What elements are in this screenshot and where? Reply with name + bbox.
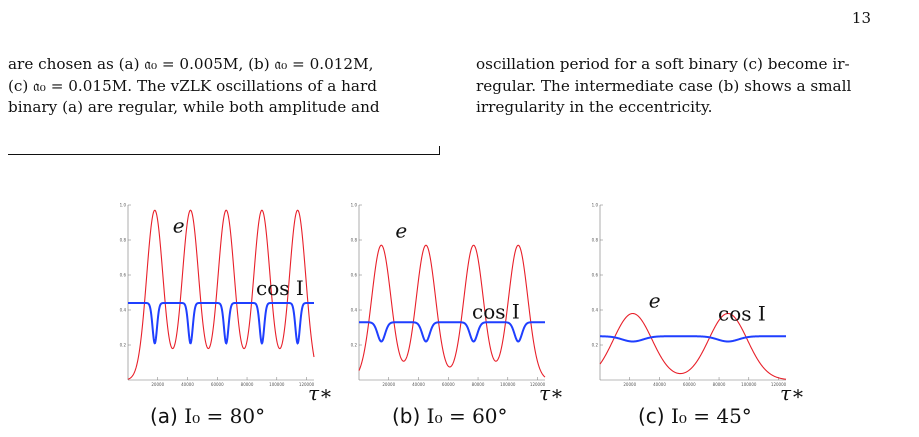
caption-math: I₀ = 60° [426, 404, 508, 428]
x-tick-label: 80000 [713, 382, 726, 387]
caption-a: (a) I₀ = 80° [150, 404, 265, 428]
y-tick-label: 1.0 [120, 203, 127, 208]
cosI-series-label: cos I [472, 299, 520, 323]
figure-panel-a: 0.2 0.4 0.6 0.8 1.0 20000 40000 60000 80000 10000… [118, 200, 333, 406]
e-series-line [599, 312, 787, 380]
cosI-series-line [359, 321, 545, 343]
y-tick-label: 0.6 [120, 273, 127, 278]
caption-math: I₀ = 45° [670, 404, 752, 428]
x-tick-label: 100000 [741, 382, 757, 387]
y-tick-label: 1.0 [592, 203, 599, 208]
y-tick-label: 0.8 [120, 238, 127, 243]
e-series-line [127, 209, 315, 380]
x-tick-label: 100000 [269, 382, 285, 387]
text-line: regular. The intermediate case (b) shows… [476, 76, 852, 95]
text-line: binary (a) are regular, while both ampli… [8, 98, 380, 116]
x-tick-label: 60000 [683, 382, 696, 387]
text-line: are chosen as (a) 𝔞₀ = 0.005M, (b) 𝔞₀ = … [8, 55, 374, 73]
caption-prefix: (c) [638, 404, 665, 428]
x-tick-label: 60000 [211, 382, 224, 387]
x-tick-label: 120000 [299, 382, 315, 387]
chart-c: 0.2 0.4 0.6 0.8 1.0 20000 40000 60000 80000 10000… [592, 203, 805, 406]
e-series-label: e [173, 213, 185, 237]
x-axis-label: τ∗ [780, 381, 805, 405]
x-tick-label: 40000 [181, 382, 194, 387]
caption-b: (b) I₀ = 60° [392, 404, 508, 428]
cosI-series-line [600, 335, 786, 343]
chart-a: 0.2 0.4 0.6 0.8 1.0 20000 40000 60000 80000 10000… [120, 203, 333, 406]
section-rule-tick [439, 146, 440, 155]
x-tick-label: 40000 [653, 382, 666, 387]
x-tick-label: 60000 [442, 382, 455, 387]
x-tick-label: 20000 [151, 382, 164, 387]
x-tick-label: 120000 [771, 382, 787, 387]
y-tick-label: 0.2 [592, 343, 599, 348]
x-tick-label: 20000 [623, 382, 636, 387]
y-tick-label: 0.2 [120, 343, 127, 348]
y-tick-label: 0.8 [351, 238, 358, 243]
text-line: (c) 𝔞₀ = 0.015M. The vZLK oscillations o… [8, 76, 377, 95]
y-tick-label: 0.6 [351, 273, 358, 278]
cosI-series-label: cos I [256, 276, 304, 300]
caption-math: I₀ = 80° [184, 404, 266, 428]
x-tick-label: 80000 [472, 382, 485, 387]
page-number: 13 [851, 9, 871, 27]
text-line: irregularity in the eccentricity. [476, 98, 713, 116]
y-tick-label: 0.8 [592, 238, 599, 243]
x-tick-label: 20000 [382, 382, 395, 387]
x-tick-label: 120000 [530, 382, 546, 387]
e-series-line [358, 244, 546, 378]
figure-panel-c: 0.2 0.4 0.6 0.8 1.0 20000 40000 60000 80000 10000… [590, 200, 805, 406]
right-column-text: oscillation period for a soft binary (c)… [476, 54, 911, 119]
y-tick-label: 0.6 [592, 273, 599, 278]
left-column-text: are chosen as (a) 𝔞₀ = 0.005M, (b) 𝔞₀ = … [8, 54, 440, 119]
caption-prefix: (b) [392, 404, 421, 428]
chart-b: 0.2 0.4 0.6 0.8 1.0 20000 40000 60000 80000 10000… [351, 203, 564, 406]
x-tick-label: 80000 [241, 382, 254, 387]
x-tick-label: 40000 [412, 382, 425, 387]
text-line: oscillation period for a soft binary (c)… [476, 55, 850, 73]
caption-prefix: (a) [150, 404, 178, 428]
e-series-label: e [649, 289, 661, 313]
x-tick-label: 100000 [500, 382, 516, 387]
cosI-series-label: cos I [718, 301, 766, 325]
e-series-label: e [395, 218, 407, 242]
cosI-series-line [128, 302, 314, 345]
y-tick-label: 0.4 [120, 308, 127, 313]
y-tick-label: 0.2 [351, 343, 358, 348]
x-axis-label: τ∗ [308, 381, 333, 405]
y-tick-label: 1.0 [351, 203, 358, 208]
figure-panel-b: 0.2 0.4 0.6 0.8 1.0 20000 40000 60000 80000 10000… [349, 200, 564, 406]
y-tick-label: 0.4 [592, 308, 599, 313]
y-tick-label: 0.4 [351, 308, 358, 313]
caption-c: (c) I₀ = 45° [638, 404, 752, 428]
x-axis-label: τ∗ [539, 381, 564, 405]
section-rule [8, 154, 440, 155]
